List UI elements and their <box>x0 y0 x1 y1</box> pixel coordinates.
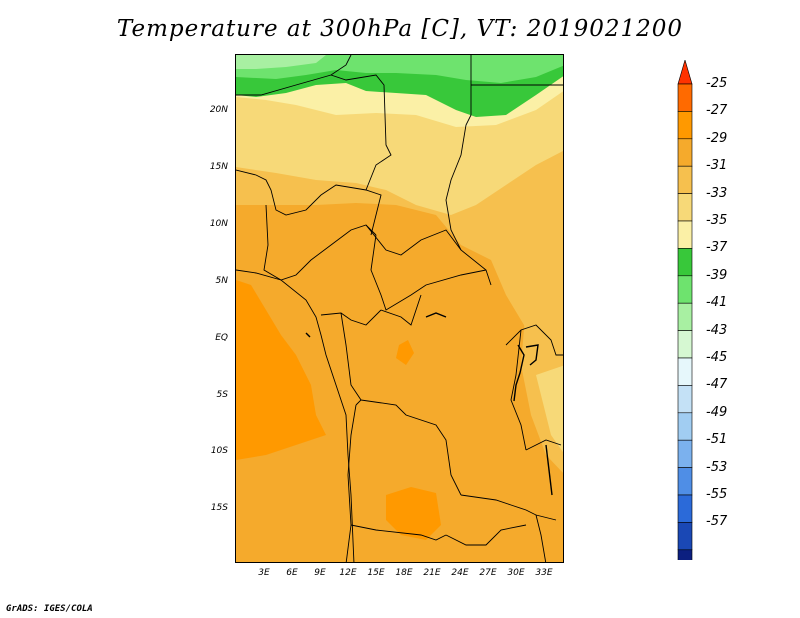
map-plot-area <box>235 54 564 563</box>
colorbar-segment <box>677 83 693 112</box>
colorbar-segment <box>677 193 693 222</box>
colorbar-segment <box>677 220 693 249</box>
coastline <box>236 269 355 562</box>
colorbar-top-arrow <box>677 60 693 85</box>
lat-label: 15N <box>209 162 228 172</box>
lake-victoria-outline <box>525 344 539 366</box>
field-39-37 <box>236 55 563 83</box>
lon-label: 15E <box>367 568 385 578</box>
colorbar-segment <box>677 330 693 359</box>
colorbar-level-label: -51 <box>706 432 728 448</box>
colorbar-level-label: -43 <box>706 322 728 338</box>
colorbar-segment <box>677 275 693 304</box>
lon-label: 24E <box>451 568 469 578</box>
colorbar-segment <box>677 549 693 560</box>
colorbar-level-label: -57 <box>706 514 728 530</box>
colorbar-segment <box>677 302 693 331</box>
lon-label: 33E <box>535 568 553 578</box>
map-title: Temperature at 300hPa [C], VT: 201902120… <box>116 16 684 42</box>
lake-segment <box>425 312 447 318</box>
lat-label: 15S <box>210 503 228 513</box>
lat-label: 5S <box>216 390 228 400</box>
colorbar-segment <box>677 494 693 523</box>
colorbar-level-label: -25 <box>706 76 728 91</box>
lake-tanganyika-outline <box>513 344 525 402</box>
field-27-25-south <box>386 487 441 540</box>
lon-label: 27E <box>479 568 497 578</box>
lon-label: 21E <box>423 568 441 578</box>
field-27-25-center <box>396 340 414 365</box>
colorbar-segment <box>677 467 693 496</box>
lon-label: 6E <box>286 568 298 578</box>
colorbar-segment <box>677 248 693 277</box>
colorbar-level-label: -49 <box>706 404 728 420</box>
colorbar-segment <box>677 165 693 194</box>
colorbar-segment <box>677 412 693 441</box>
colorbar-level-label: -27 <box>706 103 728 119</box>
colorbar-level-label: -33 <box>706 185 728 201</box>
field-41-39 <box>236 55 326 69</box>
colorbar-segment <box>677 522 693 551</box>
colorbar-segment <box>677 138 693 167</box>
lat-label: 20N <box>209 105 228 115</box>
lake-segment-small <box>305 332 311 338</box>
lat-label: 5N <box>215 276 228 286</box>
lon-label: 18E <box>395 568 413 578</box>
field-27-25-west <box>236 280 326 460</box>
credit-text: GrADS: IGES/COLA <box>6 604 93 614</box>
colorbar-level-label: -41 <box>706 295 728 311</box>
colorbar-level-label: -55 <box>706 487 728 502</box>
lat-label: 10N <box>209 219 228 229</box>
lon-label: 30E <box>507 568 525 578</box>
colorbar-level-label: -29 <box>706 130 728 146</box>
country-borders <box>236 55 563 562</box>
lon-label: 3E <box>258 568 270 578</box>
colorbar <box>677 60 693 560</box>
lat-label: EQ <box>215 333 228 343</box>
lat-label: 10S <box>210 446 228 456</box>
colorbar-level-label: -45 <box>706 350 728 365</box>
colorbar-segment <box>677 439 693 468</box>
colorbar-level-label: -35 <box>706 213 728 228</box>
colorbar-level-label: -39 <box>706 267 728 283</box>
field-33-31-east <box>536 365 563 453</box>
colorbar-level-label: -31 <box>706 158 728 174</box>
temperature-map <box>236 55 563 562</box>
colorbar-segment <box>677 111 693 140</box>
colorbar-segment <box>677 385 693 414</box>
lake-malawi-outline <box>545 444 553 496</box>
colorbar-segment <box>677 357 693 386</box>
colorbar-level-label: -47 <box>706 377 728 393</box>
lon-label: 12E <box>339 568 357 578</box>
lakes <box>305 312 553 496</box>
lon-label: 9E <box>314 568 326 578</box>
colorbar-level-label: -53 <box>706 459 728 475</box>
colorbar-level-label: -37 <box>706 240 728 256</box>
